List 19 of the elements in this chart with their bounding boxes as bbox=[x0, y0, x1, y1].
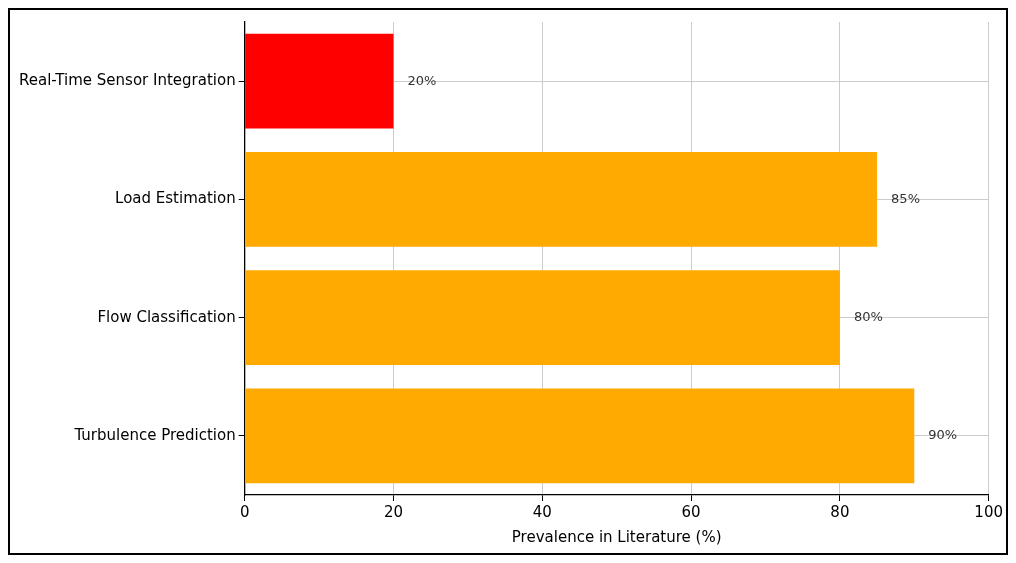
data-label: 80% bbox=[853, 309, 883, 324]
y-tick-label: Real-Time Sensor Integration bbox=[19, 71, 236, 90]
bar bbox=[245, 388, 915, 484]
x-axis-title: Prevalence in Literature (%) bbox=[511, 527, 722, 546]
x-tick-label: 0 bbox=[239, 502, 250, 521]
x-tick-label: 20 bbox=[383, 502, 404, 521]
bar bbox=[245, 33, 394, 129]
data-label: 20% bbox=[407, 72, 437, 88]
y-tick-label: Turbulence Prediction bbox=[73, 425, 236, 444]
x-tick-label: 100 bbox=[974, 502, 1004, 521]
bar bbox=[245, 270, 840, 365]
x-tick-label: 40 bbox=[532, 502, 552, 521]
bar bbox=[245, 152, 878, 247]
y-tick-label: Load Estimation bbox=[115, 189, 236, 208]
y-tick-label: Flow Classification bbox=[97, 307, 236, 326]
data-label: 90% bbox=[928, 427, 958, 443]
x-tick-label: 80 bbox=[830, 502, 850, 521]
x-tick-label: 60 bbox=[681, 502, 701, 521]
data-label: 85% bbox=[891, 190, 920, 206]
